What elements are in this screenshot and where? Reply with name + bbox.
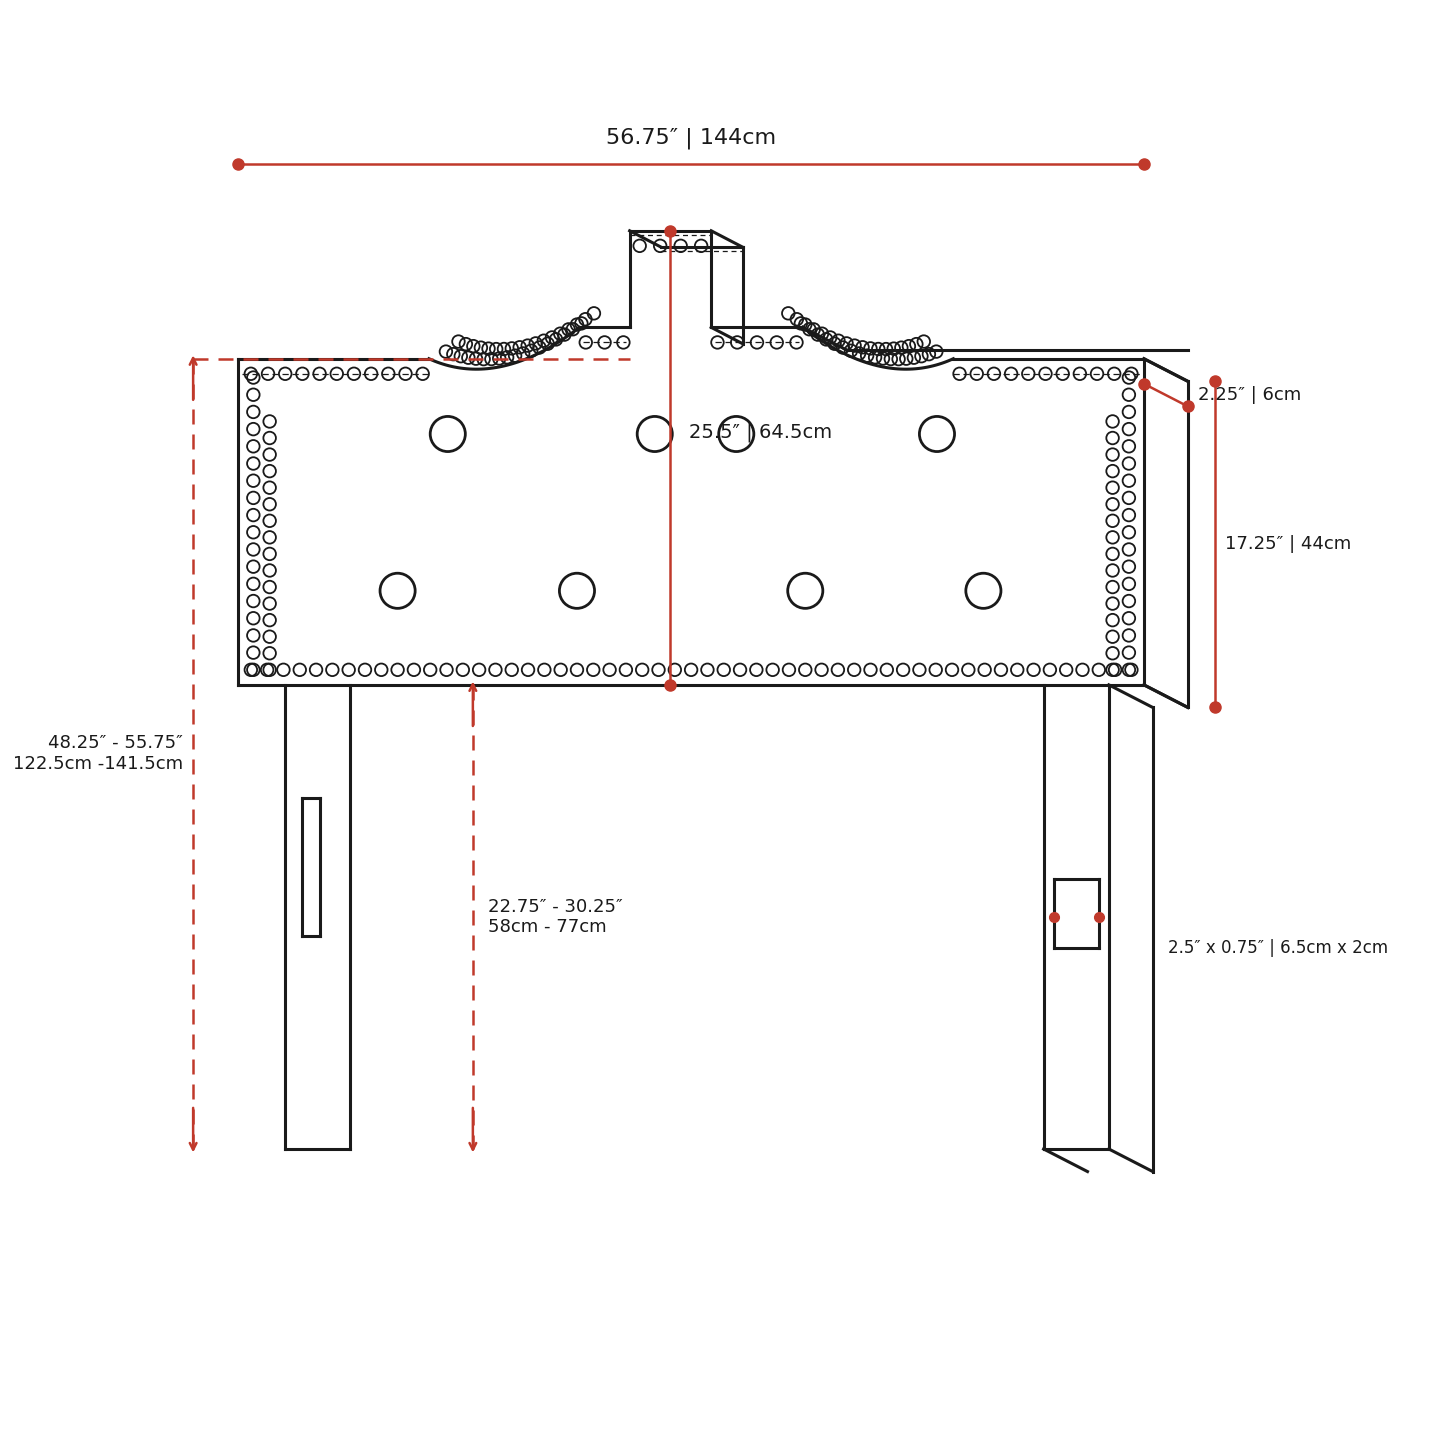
Text: 2.5″ x 0.75″ | 6.5cm x 2cm: 2.5″ x 0.75″ | 6.5cm x 2cm — [1168, 939, 1387, 957]
Text: 22.75″ - 30.25″
58cm - 77cm: 22.75″ - 30.25″ 58cm - 77cm — [488, 897, 623, 936]
Text: 56.75″ | 144cm: 56.75″ | 144cm — [605, 127, 776, 149]
Text: 25.5″ | 64.5cm: 25.5″ | 64.5cm — [689, 423, 832, 442]
Text: 2.25″ | 6cm: 2.25″ | 6cm — [1198, 386, 1300, 405]
Text: 17.25″ | 44cm: 17.25″ | 44cm — [1225, 536, 1351, 553]
Text: 48.25″ - 55.75″
122.5cm -141.5cm: 48.25″ - 55.75″ 122.5cm -141.5cm — [13, 734, 184, 773]
